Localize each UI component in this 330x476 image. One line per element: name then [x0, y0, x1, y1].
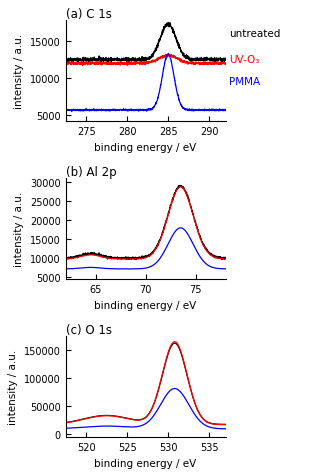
X-axis label: binding energy / eV: binding energy / eV [94, 300, 197, 310]
Text: (a) C 1s: (a) C 1s [66, 8, 112, 21]
Text: (c) O 1s: (c) O 1s [66, 324, 112, 337]
Y-axis label: intensity / a.u.: intensity / a.u. [15, 34, 24, 109]
Y-axis label: intensity / a.u.: intensity / a.u. [14, 192, 24, 267]
Text: PMMA: PMMA [229, 77, 260, 87]
Y-axis label: intensity / a.u.: intensity / a.u. [8, 349, 18, 425]
X-axis label: binding energy / eV: binding energy / eV [94, 458, 197, 468]
Text: UV-O₃: UV-O₃ [229, 55, 259, 64]
Text: untreated: untreated [229, 30, 280, 40]
X-axis label: binding energy / eV: binding energy / eV [94, 142, 197, 152]
Text: (b) Al 2p: (b) Al 2p [66, 166, 116, 179]
